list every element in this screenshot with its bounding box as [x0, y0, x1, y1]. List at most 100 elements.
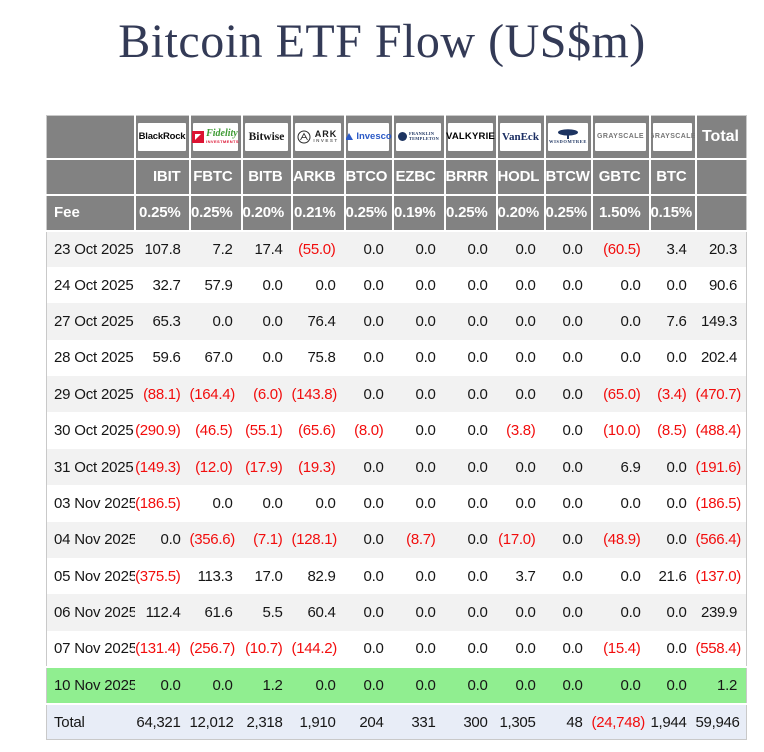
value-cell: (55.0) [298, 240, 336, 258]
value-cell: 57.9 [204, 276, 233, 294]
logo-text: Fidelity [206, 128, 238, 140]
value-cell: (10.0) [603, 422, 641, 440]
value-cell: 0.0 [415, 604, 436, 622]
value-cell: 0.0 [363, 240, 384, 258]
value-cell: (164.4) [189, 385, 236, 403]
value-cell: 0.0 [415, 276, 436, 294]
ark-circle-icon [297, 130, 311, 144]
value-cell: 20.3 [709, 240, 737, 258]
ticker-cell: GBTC [591, 158, 651, 196]
value-cell: 0.0 [415, 349, 436, 367]
value-cell: (17.0) [498, 531, 536, 549]
value-cell: (8.5) [657, 422, 687, 440]
total-column-header: Total [695, 115, 747, 160]
provider-logo-cell: FRANKLIN TEMPLETON [392, 115, 446, 160]
flow-row: 05 Nov 2025 (375.5) 113.3 17.0 82.9 0.0 0.0 0.0… [46, 558, 747, 595]
value-cell: 0.0 [415, 312, 436, 330]
value-cell: 0.0 [467, 385, 488, 403]
provider-logo-cell: GRAYSCALE [649, 115, 697, 160]
value-cell: 0.0 [467, 312, 488, 330]
etf-flow-table: BlackRock Fidelity INVESTMENTS Bitwise ARK IN… [46, 115, 747, 741]
value-cell: 59.6 [152, 349, 181, 367]
total-value-cell: 64,321 [136, 713, 181, 731]
value-cell: (186.5) [135, 494, 181, 512]
provider-logo-cell: ARK INVEST [291, 115, 346, 160]
value-cell: 0.0 [467, 604, 488, 622]
fee-cell: 1.50% [591, 194, 651, 232]
value-cell: 17.4 [254, 240, 283, 258]
value-cell: (3.4) [657, 385, 687, 403]
ticker-cell: BTCW [544, 158, 593, 196]
header-corner-cell [46, 115, 136, 160]
date-cell: 06 Nov 2025 [54, 604, 135, 622]
total-value-cell: 300 [463, 713, 488, 731]
value-cell: 0.0 [620, 676, 641, 694]
value-cell: 112.4 [145, 604, 181, 622]
value-cell: 0.0 [363, 276, 384, 294]
value-cell: 0.0 [363, 349, 384, 367]
header-empty-cell [46, 158, 136, 196]
fee-row-label: Fee [46, 194, 136, 232]
flow-row: 23 Oct 2025 107.8 7.2 17.4 (55.0) 0.0 0.0 0.0 0.… [46, 230, 747, 267]
date-cell: 28 Oct 2025 [54, 349, 134, 367]
value-cell: 0.0 [620, 349, 641, 367]
value-cell: (7.1) [253, 531, 283, 549]
value-cell: 0.0 [620, 494, 641, 512]
value-cell: (566.4) [695, 531, 742, 549]
date-cell: 10 Nov 2025 [54, 676, 135, 694]
provider-logo-cell: GRAYSCALE [591, 115, 651, 160]
fee-cell: 0.25% [544, 194, 593, 232]
value-cell: 1.2 [262, 676, 283, 694]
ticker-cell: FBTC [189, 158, 243, 196]
total-value-cell: 1,944 [650, 713, 687, 731]
value-cell: (144.2) [291, 639, 338, 657]
provider-logo-cell: BlackRock [134, 115, 191, 160]
value-cell: 0.0 [620, 312, 641, 330]
flow-row: 04 Nov 2025 0.0 (356.6) (7.1) (128.1) 0.0 (8.7… [46, 521, 747, 559]
value-cell: 0.0 [515, 494, 536, 512]
total-value-cell: (24,748) [591, 713, 646, 731]
etf-table-container: BlackRock Fidelity INVESTMENTS Bitwise ARK IN… [46, 115, 764, 741]
value-cell: (8.7) [406, 531, 436, 549]
logo-text-stack: ARK INVEST [313, 128, 339, 144]
value-cell: 0.0 [515, 240, 536, 258]
value-cell: 0.0 [562, 312, 583, 330]
logo-text: INVEST [313, 138, 339, 144]
value-cell: 0.0 [562, 494, 583, 512]
value-cell: 0.0 [363, 494, 384, 512]
value-cell: 0.0 [467, 349, 488, 367]
provider-logo-cell: WISDOMTREE [544, 115, 593, 160]
value-cell: 107.8 [144, 240, 181, 258]
value-cell: 0.0 [562, 639, 583, 657]
value-cell: 0.0 [415, 567, 436, 585]
table-body: 23 Oct 2025 107.8 7.2 17.4 (55.0) 0.0 0.0 0.0 0.… [46, 230, 747, 740]
value-cell: 0.0 [562, 676, 583, 694]
bitwise-logo: Bitwise [245, 122, 288, 151]
wisdomtree-tree-icon [557, 129, 578, 139]
wisdomtree-logo: WISDOMTREE [548, 122, 588, 151]
value-cell: (19.3) [298, 458, 336, 476]
total-value-cell: 1,910 [299, 713, 336, 731]
value-cell: 0.0 [160, 676, 181, 694]
value-cell: 0.0 [515, 639, 536, 657]
value-cell: 3.7 [515, 567, 536, 585]
value-cell: (48.9) [603, 531, 641, 549]
grayscale-logo: GRAYSCALE [595, 122, 646, 151]
value-cell: 0.0 [467, 458, 488, 476]
logo-text: INVESTMENTS [206, 138, 239, 144]
value-cell: 0.0 [262, 494, 283, 512]
total-value-cell: 12,012 [189, 713, 234, 731]
flow-row: 07 Nov 2025 (131.4) (256.7) (10.7) (144.2) 0.… [46, 630, 747, 668]
value-cell: 0.0 [620, 567, 641, 585]
value-cell: 0.0 [562, 276, 583, 294]
value-cell: (137.0) [695, 567, 742, 585]
provider-logo-cell: VALKYRIE [444, 115, 498, 160]
value-cell: 0.0 [415, 458, 436, 476]
total-value-cell: 1,305 [499, 713, 536, 731]
logo-text: ARK [314, 128, 338, 139]
invesco-logo: Invesco [345, 122, 391, 151]
value-cell: (186.5) [695, 494, 742, 512]
date-cell: 07 Nov 2025 [54, 639, 135, 657]
date-cell: 03 Nov 2025 [54, 494, 135, 512]
value-cell: 0.0 [562, 531, 583, 549]
